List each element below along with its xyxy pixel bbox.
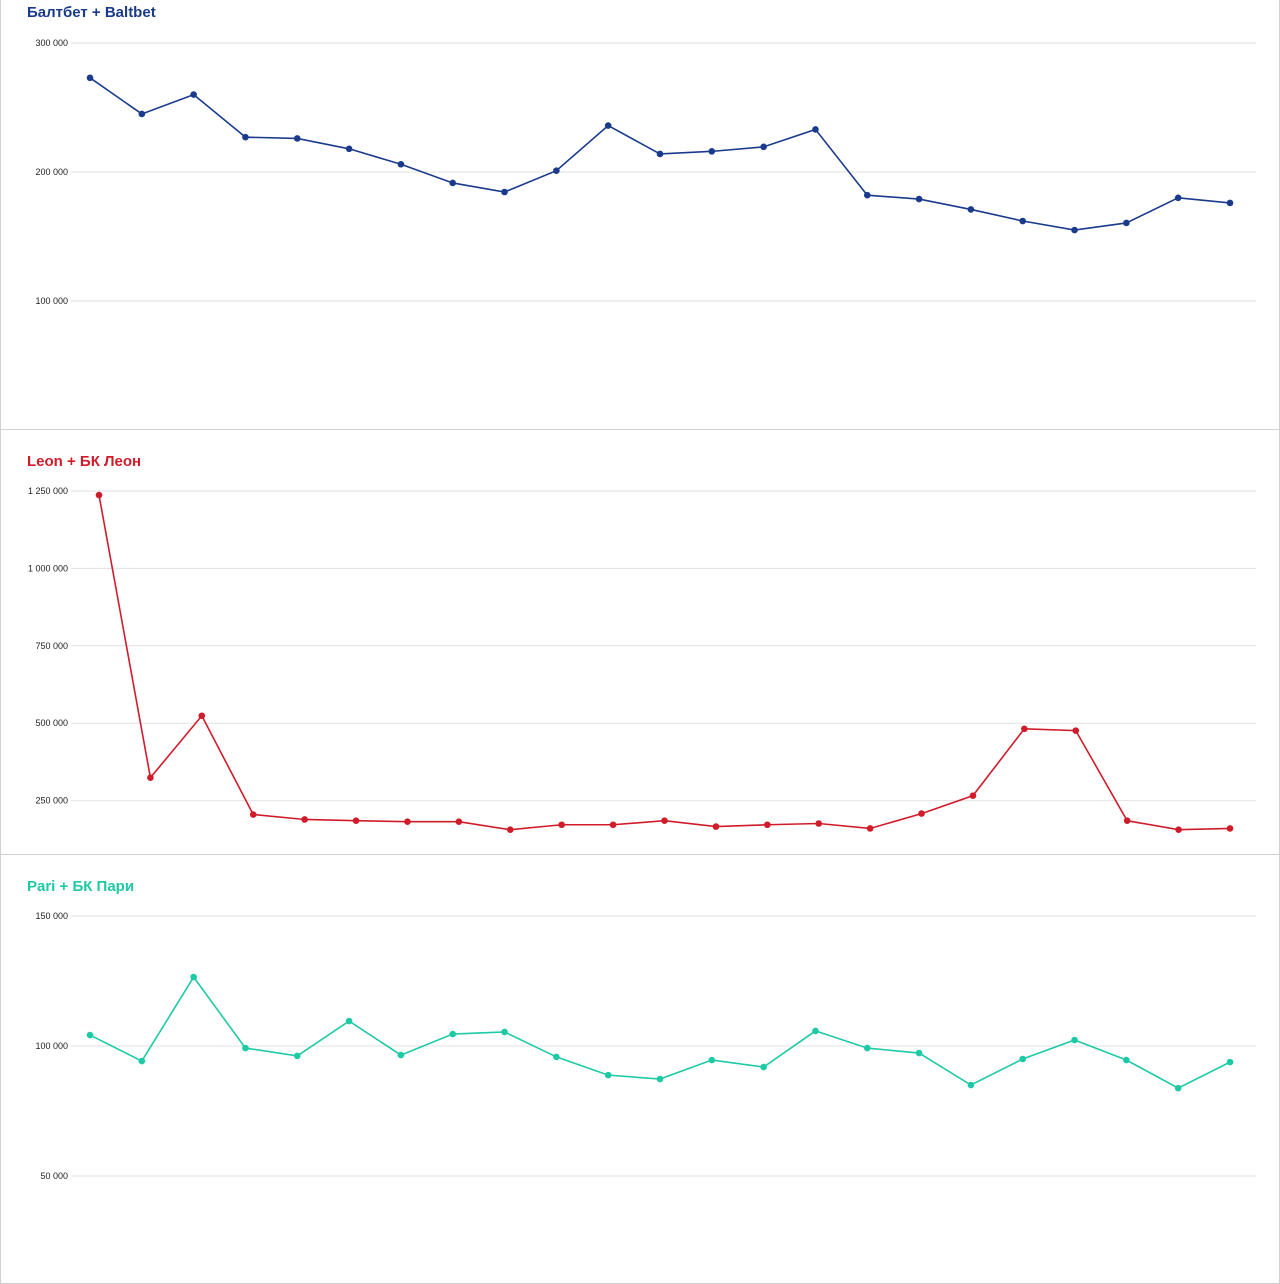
y-tick-label: 300 000 [35, 38, 68, 48]
data-point [712, 823, 720, 830]
data-point [501, 1028, 508, 1036]
data-point [866, 825, 874, 832]
data-point [1019, 217, 1027, 225]
data-point [918, 810, 925, 817]
data-point [656, 150, 664, 158]
data-point [558, 821, 565, 829]
data-point [1019, 1055, 1027, 1063]
data-point [604, 122, 612, 129]
data-point [1071, 1036, 1078, 1044]
y-tick-label: 100 000 [35, 1041, 68, 1051]
data-point [812, 1027, 819, 1035]
data-point [242, 133, 249, 141]
data-point [1174, 1084, 1182, 1092]
y-tick-label: 200 000 [35, 167, 68, 177]
data-point [1072, 727, 1080, 734]
data-point [352, 817, 360, 825]
y-tick-label: 50 000 [40, 1171, 68, 1181]
data-point [449, 1030, 457, 1038]
data-point [760, 1063, 767, 1071]
data-point [345, 1017, 353, 1025]
data-point [301, 816, 308, 823]
chart-title-baltbet: Балтбет + Baltbet [27, 4, 156, 21]
data-point [198, 712, 206, 720]
data-point [815, 820, 823, 827]
data-point [1021, 725, 1028, 733]
data-point [1123, 817, 1131, 825]
data-point [449, 179, 457, 187]
data-point [86, 1031, 94, 1039]
data-point [86, 74, 94, 82]
y-tick-label: 100 000 [35, 296, 68, 306]
chart-panel-leon: Leon + БК Леон 1 250 000 1 000 000 750 000… [0, 429, 1280, 856]
data-point [967, 1081, 975, 1089]
data-point [915, 1049, 923, 1057]
data-point [1071, 226, 1078, 234]
y-tick-label: 750 000 [35, 641, 68, 651]
y-tick-label: 500 000 [35, 718, 68, 728]
chart-title-leon: Leon + БК Леон [27, 453, 142, 470]
y-tick-label: 1 000 000 [28, 563, 68, 573]
series-line [89, 975, 1231, 1090]
data-point [553, 167, 560, 175]
data-point [404, 818, 411, 825]
data-point [553, 1053, 560, 1061]
data-point [661, 817, 668, 825]
data-point [345, 145, 353, 153]
data-point [1123, 1056, 1130, 1064]
data-point [190, 973, 197, 981]
y-tick-label: 150 000 [35, 911, 68, 921]
y-tick-label: 250 000 [35, 796, 68, 806]
data-point [397, 160, 405, 168]
data-point [455, 818, 463, 825]
chart-panel-pari: Pari + БК Пари 150 000 100 000 50 000 [0, 854, 1280, 1284]
data-point [95, 491, 103, 499]
data-point [293, 135, 301, 142]
data-point [812, 126, 819, 133]
data-point [293, 1052, 301, 1060]
chart-title-pari: Pari + БК Пари [27, 878, 135, 895]
data-point [656, 1075, 664, 1083]
data-point [249, 811, 257, 818]
data-point [708, 148, 716, 155]
data-point [138, 1057, 146, 1065]
data-point [138, 110, 146, 118]
data-point [863, 191, 871, 199]
data-point [969, 792, 977, 799]
data-point [764, 821, 771, 829]
data-point [397, 1051, 405, 1059]
data-point [604, 1071, 612, 1079]
data-point [708, 1056, 716, 1064]
data-point [242, 1044, 249, 1052]
data-point [609, 821, 617, 829]
data-point [863, 1044, 871, 1052]
data-point [147, 774, 154, 781]
data-point [1175, 826, 1182, 834]
data-point [1174, 194, 1182, 202]
y-tick-label: 1 250 000 [28, 486, 68, 496]
data-point [1123, 219, 1130, 227]
data-point [501, 188, 508, 196]
series-line [98, 494, 1231, 831]
chart-leon: 1 250 000 1 000 000 750 000 500 000 250 000 [28, 486, 1256, 834]
data-point [1226, 1058, 1234, 1066]
data-point [967, 206, 975, 213]
data-point [760, 143, 767, 151]
data-point [190, 91, 197, 98]
data-point [915, 195, 923, 203]
chart-pari: 150 000 100 000 50 000 [35, 911, 1256, 1181]
data-point [1226, 199, 1234, 207]
data-point [506, 826, 514, 834]
data-point [1226, 825, 1234, 832]
chart-panel-baltbet: Балтбет + Baltbet 300 000 200 000 100 000 [0, 0, 1280, 430]
chart-baltbet: 300 000 200 000 100 000 [35, 38, 1256, 306]
